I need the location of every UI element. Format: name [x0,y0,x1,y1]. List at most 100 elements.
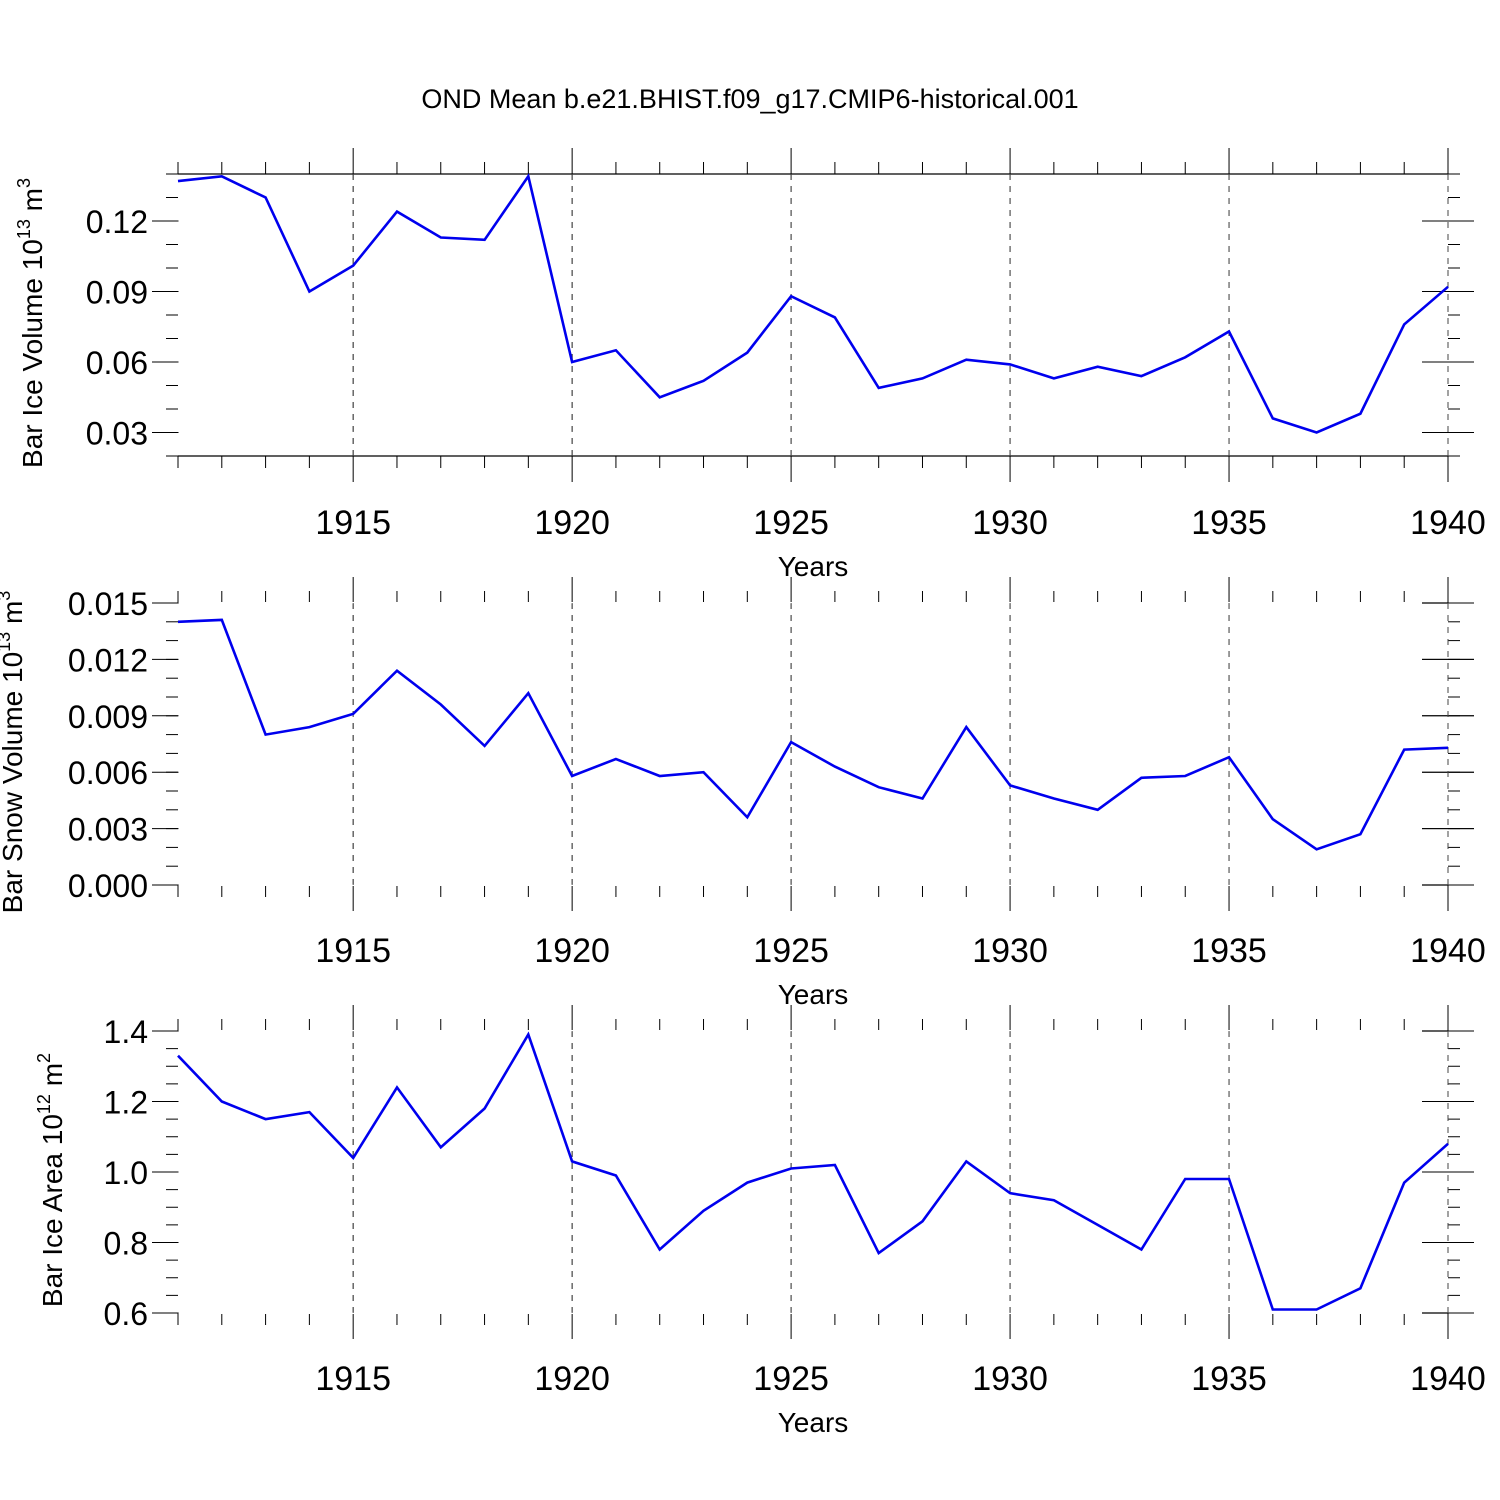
data-point [351,1156,355,1160]
y-tick-label: 0.012 [68,642,148,678]
data-point [745,1181,749,1185]
y-tick-label: 0.12 [86,204,148,240]
data-point [220,1100,224,1104]
data-point [614,1174,618,1178]
plot-panel-2: 0.000 0.003 0.006 0.009 0.012 0.015 1915 1920 19… [0,577,1486,1010]
data-point [1402,1181,1406,1185]
data-point [1402,748,1406,752]
data-point [877,1251,881,1255]
x-axis-label: Years [778,551,849,582]
data-point [1358,412,1362,416]
data-point [1446,746,1450,750]
data-point [1096,1223,1100,1227]
data-point [1096,808,1100,812]
x-tick-label: 1930 [972,1360,1048,1398]
x-tick-label: 1930 [972,932,1048,970]
x-tick-label: 1915 [315,504,391,542]
x-tick-label: 1925 [753,504,829,542]
data-point [526,174,530,178]
data-point [920,1219,924,1223]
data-point [1227,329,1231,333]
data-point [1052,376,1056,380]
x-tick-label: 1925 [753,932,829,970]
y-tick-label: 0.000 [68,868,148,904]
data-point [483,1107,487,1111]
y-tick-label: 0.6 [104,1296,148,1332]
data-point [1271,1307,1275,1311]
series-line [177,1031,1449,1311]
data-point [526,1033,530,1037]
y-axis-label: Bar Ice Volume 1013 m3 [14,178,48,468]
data-point [745,815,749,819]
data-point [1358,1286,1362,1290]
data-point [395,210,399,214]
x-tick-label: 1915 [315,1360,391,1398]
data-point [483,744,487,748]
data-point [877,785,881,789]
data-point [964,1159,968,1163]
data-point [833,315,837,319]
data-point [1271,817,1275,821]
data-point [1271,416,1275,420]
x-tick-label: 1935 [1191,1360,1267,1398]
x-tick-label: 1920 [534,1360,610,1398]
data-point [395,669,399,673]
data-point [1183,355,1187,359]
y-tick-label: 0.03 [86,416,148,452]
data-point [264,196,268,200]
data-point [1227,1177,1231,1181]
data-point [439,235,443,239]
data-point [1008,362,1012,366]
data-point [1008,783,1012,787]
data-point [1358,832,1362,836]
data-point [395,1085,399,1089]
data-point [702,379,706,383]
data-point [1096,365,1100,369]
data-point [964,725,968,729]
y-tick-label: 0.006 [68,755,148,791]
series-line [177,173,1449,434]
x-tick-label: 1935 [1191,932,1267,970]
y-tick-label: 0.8 [104,1226,148,1262]
data-point [307,1110,311,1114]
data-point [1139,1248,1143,1252]
data-point [307,725,311,729]
x-tick-label: 1920 [534,504,610,542]
y-axis-label: Bar Snow Volume 1013 m3 [0,591,28,914]
data-point [176,620,180,624]
data-point [526,691,530,695]
data-point [789,294,793,298]
data-point [1315,847,1319,851]
x-tick-label: 1930 [972,504,1048,542]
data-point [570,1159,574,1163]
data-point [220,618,224,622]
data-point [658,395,662,399]
data-point [920,376,924,380]
data-point [439,1145,443,1149]
data-point [439,703,443,707]
data-point [1183,1177,1187,1181]
data-point [745,351,749,355]
data-point [964,358,968,362]
data-point [658,774,662,778]
x-tick-label: 1915 [315,932,391,970]
data-point [1139,374,1143,378]
x-tick-label: 1940 [1410,932,1486,970]
y-tick-label: 0.009 [68,699,148,735]
page-title: OND Mean b.e21.BHIST.f09_g17.CMIP6-histo… [421,84,1079,114]
x-axis-label: Years [778,1407,849,1438]
x-axis-label: Years [778,979,849,1010]
x-tick-label: 1940 [1410,1360,1486,1398]
x-tick-label: 1940 [1410,504,1486,542]
data-point [789,1166,793,1170]
data-point [1315,1307,1319,1311]
data-point [1446,285,1450,289]
data-point [702,1209,706,1213]
data-point [877,386,881,390]
data-point [1227,755,1231,759]
data-point [1052,1198,1056,1202]
data-point [264,733,268,737]
data-point [614,348,618,352]
data-point [176,1054,180,1058]
